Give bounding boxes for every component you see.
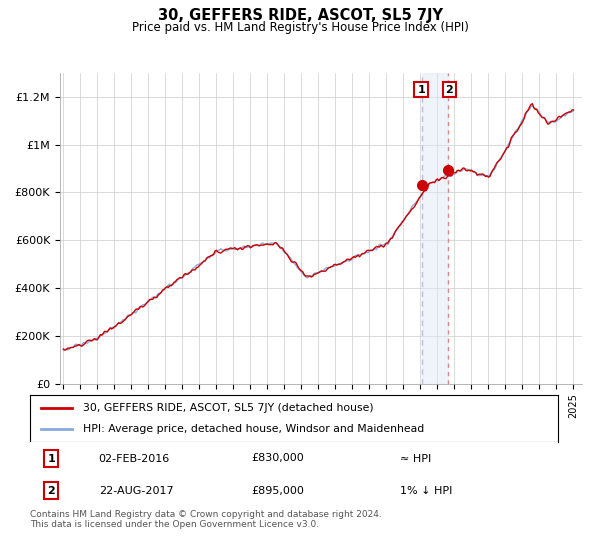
Text: 1: 1 <box>47 454 55 464</box>
Text: HPI: Average price, detached house, Windsor and Maidenhead: HPI: Average price, detached house, Wind… <box>83 424 424 434</box>
Text: 02-FEB-2016: 02-FEB-2016 <box>98 454 170 464</box>
Text: 2: 2 <box>47 486 55 496</box>
Text: 1: 1 <box>417 85 425 95</box>
Text: Price paid vs. HM Land Registry's House Price Index (HPI): Price paid vs. HM Land Registry's House … <box>131 21 469 34</box>
Text: 22-AUG-2017: 22-AUG-2017 <box>98 486 173 496</box>
Text: Contains HM Land Registry data © Crown copyright and database right 2024.
This d: Contains HM Land Registry data © Crown c… <box>30 510 382 529</box>
Text: 30, GEFFERS RIDE, ASCOT, SL5 7JY (detached house): 30, GEFFERS RIDE, ASCOT, SL5 7JY (detach… <box>83 403 373 413</box>
Text: £895,000: £895,000 <box>252 486 305 496</box>
Text: 1% ↓ HPI: 1% ↓ HPI <box>400 486 452 496</box>
Text: ≈ HPI: ≈ HPI <box>400 454 431 464</box>
Text: 30, GEFFERS RIDE, ASCOT, SL5 7JY: 30, GEFFERS RIDE, ASCOT, SL5 7JY <box>157 8 443 24</box>
Text: £830,000: £830,000 <box>252 454 305 464</box>
Bar <box>422 73 448 384</box>
Text: 2: 2 <box>445 85 453 95</box>
